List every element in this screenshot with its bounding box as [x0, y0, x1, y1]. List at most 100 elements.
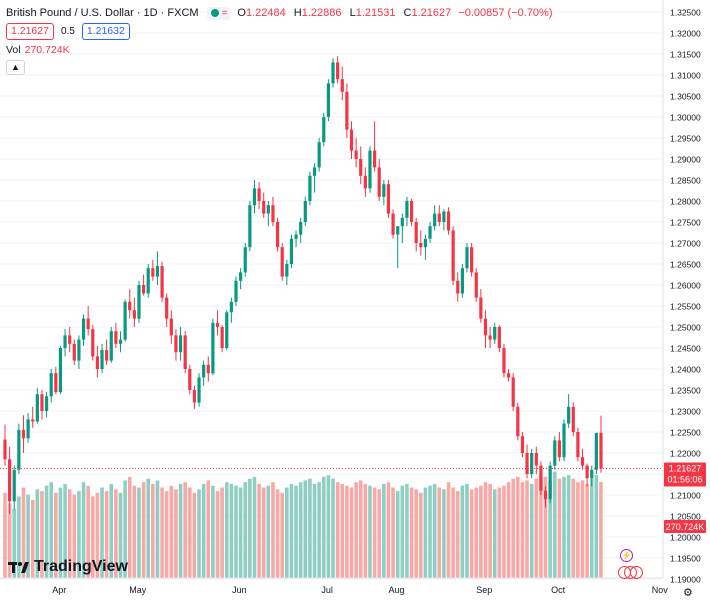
candle-body	[567, 406, 571, 424]
volume-bar	[289, 483, 294, 578]
candle-body	[266, 205, 270, 214]
volume-bar	[95, 492, 100, 578]
volume-bar	[72, 494, 77, 578]
change-value: −0.00857 (−0.70%)	[458, 7, 553, 19]
candle-body	[382, 184, 386, 197]
volume-bar	[160, 487, 164, 578]
candle-body	[215, 322, 220, 327]
brand-text: TradingView	[34, 558, 128, 575]
candle-body	[479, 297, 483, 319]
candle-body	[118, 339, 123, 344]
candle-body	[202, 364, 206, 378]
candle-body	[40, 394, 44, 411]
volume-bar	[340, 483, 345, 578]
candle-body	[400, 217, 404, 227]
candle-body	[234, 280, 238, 302]
candle-body	[257, 188, 261, 201]
volume-bar	[257, 483, 261, 578]
volume-bar	[234, 485, 238, 578]
candle-body	[105, 350, 109, 361]
price-tick-label: 1.28500	[670, 176, 701, 186]
lightning-event-icon[interactable]: ⚡	[620, 549, 633, 562]
high-value: 1.22886	[301, 7, 342, 19]
candle-body	[548, 465, 552, 500]
last-volume-value: 270.724K	[666, 522, 705, 532]
volume-bar	[123, 480, 127, 578]
volume-bar	[220, 487, 224, 578]
market-open-icon	[210, 9, 219, 17]
volume-value: 270.724K	[24, 44, 70, 56]
volume-bar	[271, 482, 275, 578]
candle-body	[451, 230, 455, 281]
candle-body	[423, 238, 428, 248]
event-marker-icon[interactable]	[630, 566, 643, 579]
volume-bar	[211, 485, 215, 578]
ohlc-values: O1.22484 H1.22886 L1.21531 C1.21627 −0.0…	[237, 7, 553, 19]
volume-bar	[566, 475, 571, 578]
tradingview-logo[interactable]: TradingView	[8, 558, 128, 576]
candle-body	[326, 83, 330, 117]
candle-body	[396, 226, 400, 235]
volume-bar	[391, 487, 395, 578]
candle-body	[3, 439, 7, 460]
volume-bar	[261, 487, 266, 578]
volume-bar	[428, 485, 432, 578]
volume-bar	[502, 485, 506, 578]
volume-bar	[238, 487, 243, 578]
volume-bar	[201, 483, 206, 578]
volume-bar	[243, 482, 248, 578]
volume-label[interactable]: Vol	[6, 44, 21, 56]
time-tick-label: May	[129, 585, 147, 595]
volume-bar	[12, 508, 17, 578]
volume-bar	[206, 480, 211, 578]
volume-bar	[423, 487, 428, 578]
price-tick-label: 1.25000	[670, 323, 701, 333]
price-axis[interactable]: 1.32500 1.32000 1.31500 1.31000 1.30500 1.300…	[670, 8, 701, 585]
candle-body	[456, 280, 460, 294]
sell-button[interactable]: 1.21627	[6, 23, 54, 40]
volume-bar	[534, 478, 539, 578]
volume-bar	[335, 482, 340, 578]
volume-bar	[224, 482, 229, 578]
settings-gear-icon[interactable]: ⚙	[683, 587, 693, 599]
candle-body	[17, 429, 21, 470]
volume-bar	[114, 489, 118, 578]
volume-bar	[594, 475, 599, 578]
price-tick-label: 1.22500	[670, 428, 701, 438]
volume-bar	[30, 499, 35, 578]
volume-bar	[469, 489, 474, 578]
candle-body	[511, 377, 515, 407]
candle-body	[289, 238, 294, 264]
candle-body	[54, 373, 58, 393]
time-axis[interactable]: Apr May Jun Jul Aug Sep Oct Nov	[52, 585, 668, 595]
candle-body	[225, 312, 229, 348]
volume-bar	[151, 483, 155, 578]
time-tick-label: Jul	[321, 585, 333, 595]
price-candles	[3, 56, 603, 514]
volume-bar	[77, 491, 81, 578]
close-value: 1.21627	[411, 7, 452, 19]
last-price-badge: 1.21627 01:56:06	[664, 462, 706, 487]
symbol-title[interactable]: British Pound / U.S. Dollar · 1D · FXCM	[6, 7, 199, 19]
volume-bar	[298, 482, 303, 578]
buy-button[interactable]: 1.21632	[81, 23, 130, 40]
candle-body	[160, 266, 164, 298]
candle-body	[183, 335, 187, 369]
candle-body	[497, 327, 501, 348]
candle-body	[525, 453, 529, 474]
candle-body	[571, 406, 575, 432]
candle-body	[26, 419, 30, 439]
collapse-legend-button[interactable]: ▲	[6, 60, 25, 75]
market-status-button[interactable]: =	[206, 6, 232, 20]
volume-bar	[331, 478, 335, 578]
symbol-legend: British Pound / U.S. Dollar · 1D · FXCM …	[6, 5, 553, 21]
volume-bar	[589, 478, 594, 578]
candle-body	[169, 318, 173, 336]
volume-bar	[35, 489, 40, 578]
volume-bar	[395, 491, 400, 578]
price-tick-label: 1.19000	[670, 575, 701, 585]
volume-bar	[174, 489, 178, 578]
volume-bar	[188, 487, 192, 578]
price-tick-label: 1.26000	[670, 281, 701, 291]
